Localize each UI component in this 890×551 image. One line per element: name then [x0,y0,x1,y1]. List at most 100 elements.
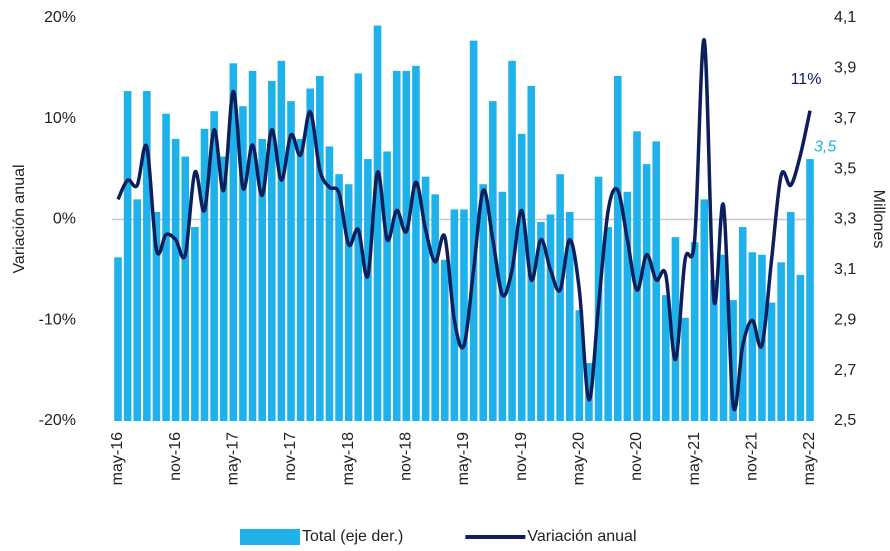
data-label: 11% [791,71,822,88]
bar [777,262,785,421]
y2-tick-label: 3,5 [834,160,856,177]
y2-tick-label: 4,1 [834,9,856,26]
bar [412,65,420,421]
x-tick-label: may-18 [340,432,357,485]
bar [316,75,324,422]
y-tick-label: 10% [44,110,76,127]
x-tick-label: nov-20 [628,432,645,481]
y2-tick-label: 3,9 [834,60,856,77]
bar [239,106,247,421]
y-axis-title: Variación anual [11,164,28,273]
bar [143,91,151,421]
bar [575,310,584,421]
bar [392,70,401,422]
x-tick-label: may-19 [455,432,472,485]
y2-tick-label: 2,9 [834,311,856,328]
y-tick-label: -20% [39,412,76,429]
y-tick-label: -10% [39,311,76,328]
bar [354,73,363,421]
bar [546,214,555,421]
bar [123,91,132,421]
y2-axis-title: Millones [870,190,887,249]
bar [431,194,439,421]
bar [152,211,161,421]
bar [729,300,737,421]
bar [508,60,516,421]
bar [613,75,622,422]
bar [335,174,343,421]
bar [306,88,315,422]
bar [296,138,305,421]
bar [210,111,218,421]
bar [642,164,651,421]
bar [671,237,680,421]
bar [440,259,449,421]
bar [690,242,699,421]
bar [181,156,190,421]
y2-tick-label: 3,3 [834,211,856,228]
bar [469,40,478,421]
bar [565,211,574,421]
x-tick-label: may-21 [686,432,703,485]
bar [527,86,536,421]
y-tick-label: 0% [53,211,76,228]
bar [633,131,641,421]
data-label: 3,5 [814,138,836,155]
bar [258,138,266,421]
bar [200,128,209,421]
bar [267,80,276,421]
bar [373,25,382,422]
bar [681,317,689,421]
bar [700,199,709,421]
y2-tick-label: 3,7 [834,110,856,127]
x-tick-label: may-16 [109,432,126,485]
bar [344,184,353,421]
legend-swatch [240,529,300,545]
bar [719,254,728,421]
bar [662,295,670,421]
y2-tick-label: 2,7 [834,362,856,379]
x-tick-label: may-20 [571,432,588,485]
bar [248,70,257,422]
bar [229,63,238,422]
bar [710,279,718,421]
legend-label: Total (eje der.) [302,528,403,545]
y2-tick-label: 2,5 [834,412,856,429]
bar [133,199,142,421]
bar [191,227,199,421]
bar [498,191,507,421]
bar [383,151,391,421]
bar [114,257,122,421]
bar [517,133,526,422]
bar [556,174,564,421]
line [116,38,812,412]
bar [219,156,228,421]
bar [402,70,411,422]
y-tick-label: 20% [44,9,76,26]
bar [162,113,170,422]
bar [171,138,180,421]
x-tick-label: nov-21 [744,432,761,481]
x-tick-label: nov-16 [167,432,184,481]
y2-tick-label: 3,1 [834,261,856,278]
x-tick-label: may-17 [225,432,242,485]
bar [604,227,612,421]
bar [786,211,795,421]
bar [767,302,776,421]
bar [421,176,430,421]
bar [325,146,334,422]
bar [277,60,286,421]
bar [287,101,295,422]
bar [748,252,757,421]
bar [460,209,468,421]
x-tick-label: may-22 [801,432,818,485]
bar [796,274,805,421]
bar [364,159,372,422]
bar [738,227,747,421]
x-tick-label: nov-17 [282,432,299,481]
bar [806,159,814,422]
bar [537,222,545,421]
x-tick-label: nov-18 [398,432,415,481]
bar [489,101,497,422]
